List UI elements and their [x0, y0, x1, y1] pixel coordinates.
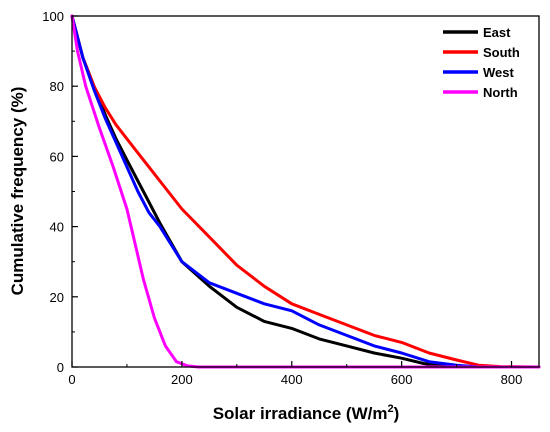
- series-line-south: [70, 14, 541, 369]
- ticks-layer: [71, 15, 513, 368]
- x-tick-label: 800: [501, 372, 523, 387]
- legend-label-south: South: [483, 45, 520, 60]
- x-tick-label: 600: [391, 372, 413, 387]
- y-tick-label: 0: [57, 360, 64, 375]
- legend: East South West North: [443, 25, 520, 100]
- y-tick-label: 60: [50, 149, 64, 164]
- legend-label-east: East: [483, 25, 511, 40]
- x-axis-title: Solar irradiance (W/m2): [213, 403, 400, 423]
- legend-label-west: West: [483, 65, 514, 80]
- x-tick-label: 400: [281, 372, 303, 387]
- legend-label-north: North: [483, 85, 518, 100]
- x-axis-title-superscript: 2: [387, 403, 393, 415]
- series-line-east: [70, 14, 459, 369]
- y-tick-label: 20: [50, 290, 64, 305]
- y-tick-label: 80: [50, 79, 64, 94]
- x-tick-label: 200: [171, 372, 193, 387]
- y-axis-title: Cumulative frequency (%): [8, 87, 27, 296]
- series-line-west: [70, 14, 481, 369]
- x-tick-label: 0: [68, 372, 75, 387]
- y-tick-label: 40: [50, 220, 64, 235]
- tick-label-layer: 0 200 400 600 800 0 20 40 60 80 100: [42, 9, 522, 387]
- y-tick-label: 100: [42, 9, 64, 24]
- series-layer: [70, 14, 541, 369]
